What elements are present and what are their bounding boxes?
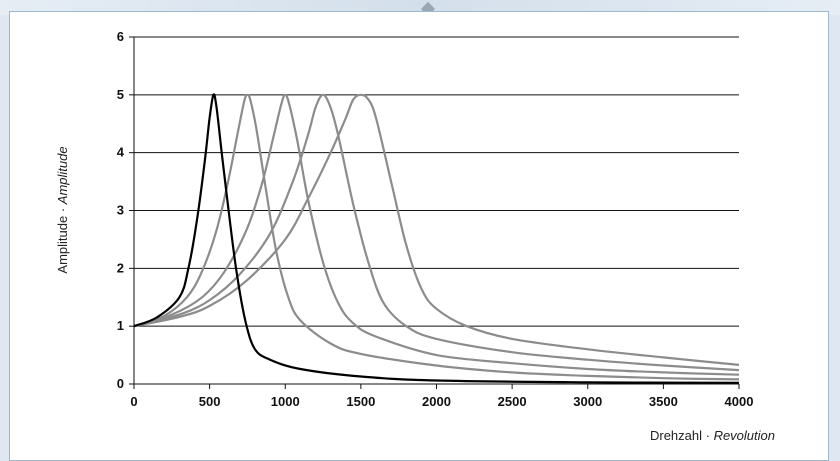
grid-lines xyxy=(134,36,739,327)
series-line-peak-1250 xyxy=(133,93,740,372)
y-tick-label: 5 xyxy=(117,87,124,102)
x-tick-label: 4000 xyxy=(725,394,754,409)
series-line-peak-1000 xyxy=(133,93,740,376)
y-tick-labels: 0 1 2 3 4 5 6 xyxy=(117,29,125,391)
x-tick-label: 1500 xyxy=(346,394,375,409)
series-line-peak-525 xyxy=(133,93,740,384)
y-tick-label: 0 xyxy=(117,376,124,391)
x-tick-label: 3000 xyxy=(573,394,602,409)
series-line-peak-1500 xyxy=(133,93,740,366)
y-tick-label: 1 xyxy=(117,318,124,333)
chart-frame xyxy=(9,11,829,461)
x-tick-label: 500 xyxy=(199,394,221,409)
series-line-peak-750 xyxy=(133,93,740,381)
x-tick-label: 0 xyxy=(130,394,137,409)
y-tick-label: 3 xyxy=(117,203,124,218)
resonance-chart: 0 1 2 3 4 5 6 0 500 1000 1500 2000 2500 3000 3500 4000… xyxy=(55,29,775,443)
y-tick-label: 2 xyxy=(117,260,124,275)
x-tick-label: 1000 xyxy=(271,394,300,409)
x-tick-label: 2000 xyxy=(422,394,451,409)
series-group xyxy=(133,93,740,384)
axes xyxy=(129,36,740,389)
x-tick-labels: 0 500 1000 1500 2000 2500 3000 3500 4000 xyxy=(130,394,753,409)
y-tick-label: 6 xyxy=(117,29,124,44)
x-axis-title: Drehzahl · Revolution xyxy=(650,428,775,443)
x-tick-label: 2500 xyxy=(498,394,527,409)
y-tick-label: 4 xyxy=(117,145,125,160)
y-axis-title: Amplitude · Amplitude xyxy=(55,146,70,273)
x-tick-label: 3500 xyxy=(649,394,678,409)
